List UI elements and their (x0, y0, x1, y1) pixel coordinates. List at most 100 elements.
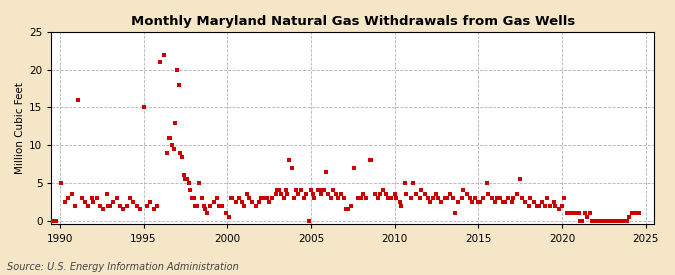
Point (313, 188, 323, 193)
Point (548, 200, 559, 204)
Point (576, 219, 587, 223)
Point (234, 196, 244, 200)
Point (444, 192, 455, 196)
Point (325, 196, 336, 200)
Point (341, 207, 352, 211)
Point (545, 204, 556, 208)
Point (381, 192, 392, 196)
Point (360, 196, 371, 200)
Point (108, 200, 119, 204)
Point (566, 211, 577, 215)
Point (264, 200, 275, 204)
Point (541, 196, 552, 200)
Point (605, 219, 616, 223)
Point (327, 188, 338, 193)
Point (167, 143, 178, 147)
Point (101, 192, 112, 196)
Point (610, 219, 621, 223)
Point (80, 200, 90, 204)
Point (118, 207, 129, 211)
Point (624, 215, 634, 219)
Point (173, 82, 184, 87)
Point (573, 211, 584, 215)
Point (223, 215, 234, 219)
Point (296, 188, 306, 193)
Point (111, 196, 122, 200)
Point (396, 204, 407, 208)
Point (306, 188, 317, 193)
Point (500, 200, 510, 204)
Point (220, 211, 231, 215)
Point (307, 192, 318, 196)
Point (423, 196, 433, 200)
Point (602, 219, 613, 223)
Point (284, 158, 294, 163)
Point (406, 196, 416, 200)
Point (304, 219, 315, 223)
Point (225, 196, 236, 200)
Point (161, 150, 172, 155)
Point (506, 200, 517, 204)
Point (585, 211, 596, 215)
Point (103, 204, 114, 208)
Point (481, 181, 492, 185)
Point (309, 196, 320, 200)
Point (142, 204, 153, 208)
Point (453, 200, 464, 204)
Point (554, 207, 564, 211)
Point (91, 196, 102, 200)
Point (562, 211, 572, 215)
Point (315, 192, 326, 196)
Point (401, 192, 412, 196)
Point (495, 196, 506, 200)
Point (498, 200, 509, 204)
Point (374, 192, 385, 196)
Point (259, 196, 269, 200)
Point (615, 219, 626, 223)
Point (273, 188, 284, 193)
Point (105, 204, 115, 208)
Point (349, 166, 360, 170)
Point (76, 196, 87, 200)
Point (564, 211, 574, 215)
Point (428, 196, 439, 200)
Point (188, 196, 199, 200)
Point (389, 192, 400, 196)
Point (512, 192, 522, 196)
Point (230, 200, 241, 204)
Point (182, 177, 192, 182)
Point (352, 196, 363, 200)
Point (73, 98, 84, 102)
Point (592, 219, 603, 223)
Point (470, 196, 481, 200)
Point (618, 219, 629, 223)
Point (540, 204, 551, 208)
Point (533, 204, 544, 208)
Point (287, 166, 298, 170)
Point (456, 196, 467, 200)
Point (282, 192, 293, 196)
Text: Source: U.S. Energy Information Administration: Source: U.S. Energy Information Administ… (7, 262, 238, 272)
Point (331, 192, 342, 196)
Point (599, 219, 610, 223)
Point (267, 196, 278, 200)
Point (441, 196, 452, 200)
Point (314, 188, 325, 193)
Point (335, 192, 346, 196)
Point (339, 196, 350, 200)
Point (290, 188, 301, 193)
Point (198, 204, 209, 208)
Point (190, 204, 200, 208)
Point (271, 192, 281, 196)
Point (570, 211, 580, 215)
Point (369, 192, 380, 196)
Point (557, 204, 568, 208)
Point (607, 219, 618, 223)
Point (386, 196, 397, 200)
Point (115, 204, 126, 208)
Point (158, 53, 169, 57)
Point (185, 188, 196, 193)
Point (356, 196, 367, 200)
Point (48, 219, 59, 223)
Point (209, 200, 219, 204)
